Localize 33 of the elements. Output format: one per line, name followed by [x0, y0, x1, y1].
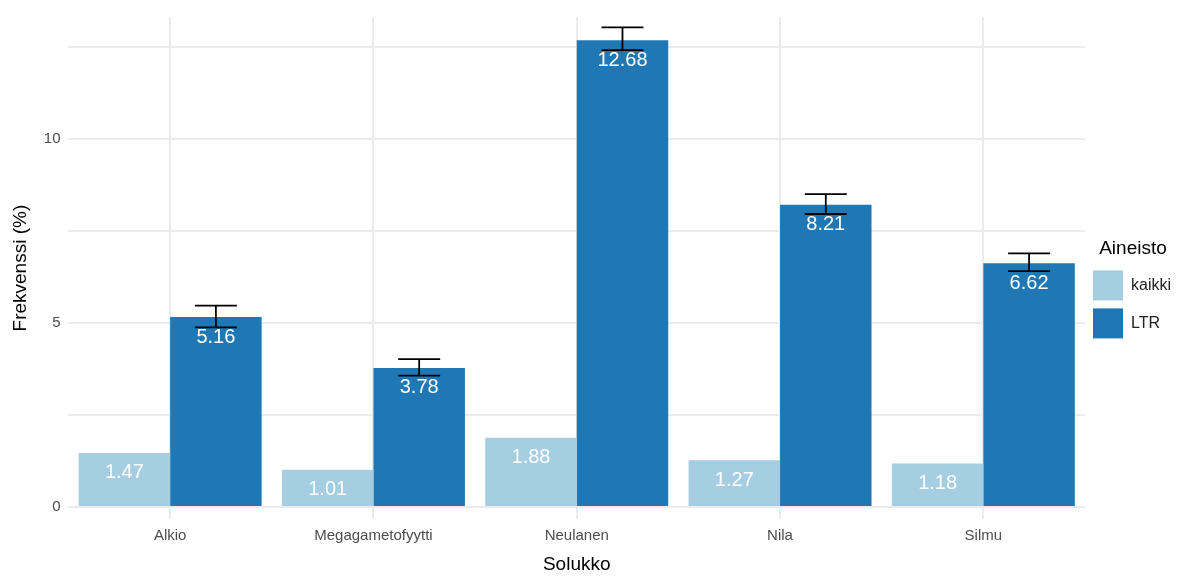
bar	[576, 40, 669, 507]
data-label: 5.16	[196, 324, 236, 347]
y-axis-title: Frekvenssi (%)	[8, 204, 30, 332]
data-label: 1.01	[308, 477, 348, 500]
legend-title: Aineisto	[1099, 237, 1167, 259]
y-tick-label: 5	[52, 313, 61, 331]
x-tick-label: Silmu	[964, 526, 1003, 544]
data-label: 1.18	[918, 471, 958, 494]
data-label: 3.78	[399, 375, 439, 398]
y-tick-label: 0	[52, 497, 61, 515]
data-label: 1.27	[714, 467, 754, 490]
legend-label: kaikki	[1130, 275, 1172, 293]
legend-label: LTR	[1130, 313, 1161, 331]
data-label: 12.68	[597, 47, 648, 70]
data-label: 1.88	[511, 445, 551, 468]
data-label: 1.47	[104, 460, 144, 483]
bar	[780, 204, 872, 507]
bar	[485, 437, 577, 507]
x-tick-label: Megagametofyytti	[314, 526, 433, 544]
data-label: 6.62	[1009, 270, 1049, 293]
bar	[170, 317, 262, 507]
x-tick-label: Alkio	[153, 526, 187, 544]
bar	[688, 460, 781, 507]
bar	[78, 452, 171, 507]
x-axis-title: Solukko	[542, 552, 611, 574]
x-tick-label: Neulanen	[544, 526, 609, 544]
x-tick-label: Nila	[767, 526, 794, 544]
bar	[983, 263, 1075, 507]
bar	[373, 367, 465, 507]
y-tick-label: 10	[43, 129, 61, 147]
bar	[891, 463, 984, 507]
bar	[281, 469, 374, 507]
data-label: 8.21	[806, 212, 846, 235]
